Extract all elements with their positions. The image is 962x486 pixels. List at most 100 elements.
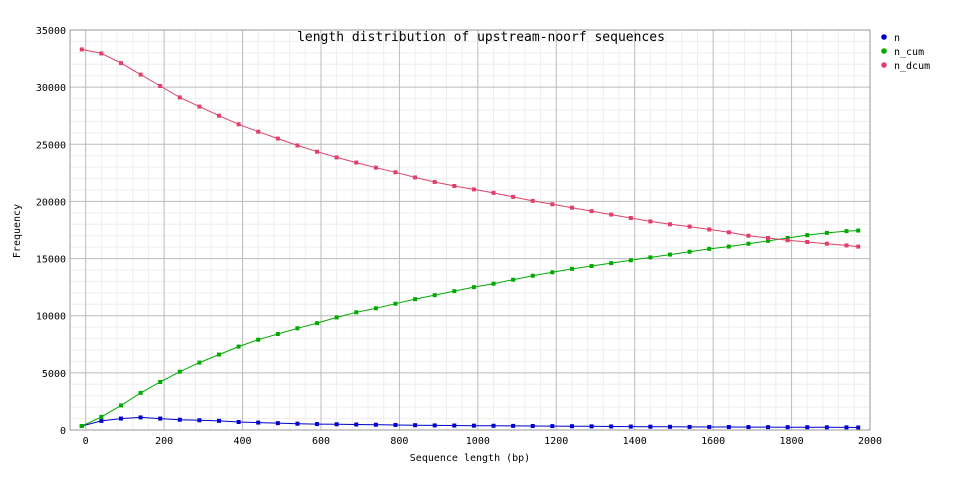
data-point-n-cum — [295, 326, 300, 331]
data-point-n — [334, 422, 339, 427]
data-point-n-cum — [511, 277, 516, 282]
data-point-n — [373, 422, 378, 427]
data-point-n — [413, 423, 418, 428]
x-tick-label: 200 — [155, 436, 173, 447]
data-point-n-cum — [413, 297, 418, 302]
data-point-n — [118, 416, 123, 421]
data-point-n-dcum — [589, 209, 594, 214]
data-point-n — [217, 418, 222, 423]
data-point-n-dcum — [432, 180, 437, 184]
data-point-n — [785, 425, 790, 430]
data-point-n — [668, 424, 672, 429]
data-point-n-cum — [628, 258, 633, 263]
data-point-n-dcum — [295, 143, 300, 148]
data-point-n — [856, 425, 861, 430]
data-point-n-dcum — [766, 236, 771, 240]
series-n — [79, 415, 861, 430]
data-point-n-dcum — [511, 194, 516, 199]
x-tick-label: 0 — [83, 436, 89, 447]
data-point-n-dcum — [315, 149, 320, 154]
data-point-n — [844, 425, 849, 430]
data-point-n-cum — [158, 380, 163, 384]
data-point-n-dcum — [746, 233, 751, 238]
x-axis-title: Sequence length (bp) — [410, 453, 530, 464]
data-point-n — [177, 417, 182, 422]
data-point-n-cum — [687, 249, 692, 254]
data-point-n — [197, 418, 202, 423]
data-point-n-cum — [99, 414, 104, 419]
data-point-n-cum — [452, 289, 457, 294]
x-tick-label: 1800 — [780, 436, 804, 447]
data-point-n — [511, 423, 516, 428]
data-point-n — [746, 425, 751, 430]
data-point-n-dcum — [118, 61, 123, 66]
minor-grid — [70, 30, 870, 430]
series-n-cum — [79, 228, 861, 428]
data-point-n-dcum — [550, 202, 555, 207]
data-point-n — [687, 424, 692, 429]
data-point-n-cum — [844, 229, 849, 234]
data-point-n-dcum — [354, 160, 359, 165]
data-point-n — [138, 415, 143, 420]
data-point-n-dcum — [805, 240, 810, 244]
x-tick-label: 1600 — [701, 436, 725, 447]
data-point-n — [648, 424, 653, 429]
data-point-n-cum — [648, 255, 653, 260]
data-point-n-dcum — [569, 205, 574, 210]
data-point-n-dcum — [628, 216, 633, 220]
data-point-n — [550, 424, 555, 429]
data-point-n-dcum — [158, 84, 163, 88]
series-layer — [79, 47, 861, 430]
data-point-n-dcum — [393, 170, 398, 175]
data-point-n-dcum — [334, 155, 339, 160]
y-tick-label: 35000 — [36, 26, 66, 37]
data-point-n-cum — [79, 424, 84, 428]
data-point-n-dcum — [236, 122, 241, 127]
data-point-n-cum — [824, 230, 829, 235]
plot-frame — [69, 29, 871, 431]
data-point-n-cum — [275, 332, 280, 336]
data-point-n-dcum — [844, 243, 849, 248]
data-point-n-cum — [491, 281, 496, 286]
y-tick-label: 10000 — [36, 312, 66, 323]
data-point-n — [628, 424, 633, 429]
major-grid — [70, 30, 870, 430]
data-point-n — [354, 422, 359, 427]
data-point-n-cum — [726, 244, 731, 249]
x-tick-label: 600 — [312, 436, 330, 447]
data-point-n — [530, 424, 535, 428]
x-tick-label: 1400 — [623, 436, 647, 447]
data-point-n — [569, 424, 574, 429]
data-point-n — [609, 424, 614, 429]
data-point-n — [393, 422, 398, 427]
data-point-n-dcum — [687, 224, 692, 229]
data-point-n-cum — [432, 293, 437, 298]
data-point-n-dcum — [609, 212, 614, 217]
data-point-n — [315, 422, 320, 427]
data-point-n-cum — [471, 285, 476, 290]
data-point-n — [824, 425, 829, 430]
data-point-n — [275, 421, 280, 426]
data-point-n-cum — [589, 264, 594, 268]
data-point-n — [432, 423, 437, 428]
data-point-n-dcum — [707, 227, 712, 232]
data-point-n — [99, 418, 104, 423]
data-point-n-dcum — [99, 51, 104, 56]
legend-marker-n-cum — [881, 48, 887, 54]
data-point-n-cum — [217, 352, 222, 357]
y-tick-label: 15000 — [36, 255, 66, 266]
data-point-n — [158, 416, 163, 421]
data-point-n — [805, 425, 810, 430]
data-point-n-dcum — [256, 129, 261, 134]
data-point-n-dcum — [856, 244, 861, 249]
data-point-n — [236, 420, 241, 424]
legend-label: n — [894, 33, 900, 44]
data-point-n-cum — [609, 261, 614, 266]
data-point-n-cum — [177, 369, 182, 374]
data-point-n — [491, 423, 496, 428]
data-point-n-cum — [393, 301, 398, 306]
data-point-n-dcum — [726, 230, 731, 235]
data-point-n-cum — [707, 246, 712, 251]
y-axis-title: Frequency — [12, 204, 23, 258]
data-point-n-cum — [805, 233, 810, 238]
